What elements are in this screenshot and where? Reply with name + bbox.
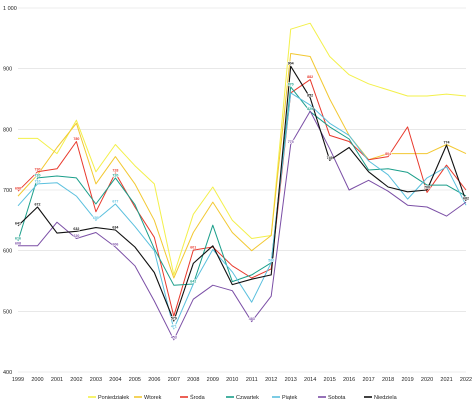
- x-tick-label: 2019: [401, 377, 413, 383]
- y-tick-label: 700: [3, 188, 12, 194]
- data-label: 579: [171, 317, 177, 321]
- x-tick-label: 2021: [440, 377, 452, 383]
- x-tick-label: 2020: [421, 377, 433, 383]
- data-label: 720: [34, 173, 40, 177]
- data-labels: 641 672 632 634 579 904 852 749 700 774 682 698 730 7…: [14, 61, 469, 340]
- x-tick-label: 2005: [129, 377, 141, 383]
- gridlines: [18, 7, 466, 373]
- x-tick-label: 2003: [90, 377, 102, 383]
- data-label: 580: [268, 258, 274, 262]
- data-label: 882: [307, 75, 313, 79]
- data-label: 642: [190, 280, 196, 284]
- legend-label: Piątek: [282, 395, 298, 401]
- x-tick-label: 2015: [324, 377, 336, 383]
- x-tick-label: 2001: [51, 377, 63, 383]
- x-tick-label: 2006: [148, 377, 160, 383]
- data-label: 620: [73, 234, 79, 238]
- data-label: 698: [15, 187, 21, 191]
- x-tick-label: 2012: [265, 377, 277, 383]
- data-label: 632: [73, 227, 79, 231]
- y-axis: 400 500 600 700 800 900 1 000: [3, 6, 17, 376]
- data-label: 804: [385, 152, 391, 156]
- data-label: 601: [190, 246, 196, 250]
- y-tick-label: 800: [3, 127, 12, 133]
- data-label: 904: [288, 62, 294, 66]
- y-tick-label: 1 000: [3, 6, 17, 12]
- data-label: 774: [444, 141, 450, 145]
- data-label: 710: [34, 179, 40, 183]
- data-label: 634: [112, 226, 118, 230]
- series-line-czwartek: [17, 86, 467, 286]
- x-tick-label: 2008: [187, 377, 199, 383]
- data-label: 608: [15, 241, 21, 245]
- x-tick-label: 2004: [109, 377, 121, 383]
- data-label: 775: [288, 140, 294, 144]
- data-label: 682: [463, 196, 469, 200]
- data-label: 677: [112, 199, 118, 203]
- x-tick-label: 2002: [70, 377, 82, 383]
- data-label: 453: [171, 335, 177, 339]
- legend-label: Czwartek: [236, 395, 259, 401]
- y-tick-label: 400: [3, 370, 12, 376]
- legend-label: Wtorek: [144, 395, 162, 401]
- x-tick-label: 2014: [304, 377, 316, 383]
- y-tick-label: 600: [3, 249, 12, 255]
- legend-label: Poniedziałek: [98, 395, 129, 401]
- series-line-wtorek: [17, 53, 467, 279]
- data-label: 749: [327, 156, 333, 160]
- data-label: 650: [93, 216, 99, 220]
- x-tick-label: 2009: [207, 377, 219, 383]
- x-tick-label: 2011: [246, 377, 258, 383]
- data-label: 728: [112, 169, 118, 173]
- x-axis: 1999 2000 2001 2002 2003 2004 2005 2006 2007 2008…: [12, 377, 472, 383]
- y-tick-label: 500: [3, 309, 12, 315]
- data-label: 730: [34, 167, 40, 171]
- data-label: 483: [249, 317, 255, 321]
- data-label: 606: [112, 243, 118, 247]
- data-label: 720: [112, 173, 118, 177]
- x-tick-label: 2010: [226, 377, 238, 383]
- data-label: 852: [307, 93, 313, 97]
- data-label: 672: [34, 202, 40, 206]
- x-tick-label: 2013: [285, 377, 297, 383]
- x-tick-label: 1999: [12, 377, 24, 383]
- series-line--roda: [17, 79, 467, 317]
- x-tick-label: 2016: [343, 377, 355, 383]
- data-label: 780: [73, 137, 79, 141]
- x-tick-label: 2022: [460, 377, 472, 383]
- data-label: 616: [15, 236, 21, 240]
- data-label: 700: [424, 186, 430, 190]
- x-tick-label: 2000: [31, 377, 43, 383]
- series-line-sobota: [18, 110, 467, 341]
- x-tick-label: 2007: [168, 377, 180, 383]
- data-label: 829: [307, 107, 313, 111]
- series-lines: [17, 22, 467, 341]
- series-line-poniedzia-ek: [18, 22, 467, 276]
- x-tick-label: 2017: [362, 377, 374, 383]
- y-tick-label: 900: [3, 67, 12, 73]
- legend: Poniedziałek Wtorek Środa Czwartek Piątek Sob…: [88, 393, 398, 401]
- series-line-niedziela: [17, 65, 467, 322]
- legend-label: Sobota: [328, 395, 346, 401]
- x-tick-label: 2018: [382, 377, 394, 383]
- data-label: 870: [288, 82, 294, 86]
- data-label: 471: [171, 324, 177, 328]
- legend-label: Środa: [190, 393, 206, 401]
- series-line-pi-tek: [17, 92, 467, 330]
- data-label: 641: [15, 221, 21, 225]
- legend-label: Niedziela: [374, 395, 398, 401]
